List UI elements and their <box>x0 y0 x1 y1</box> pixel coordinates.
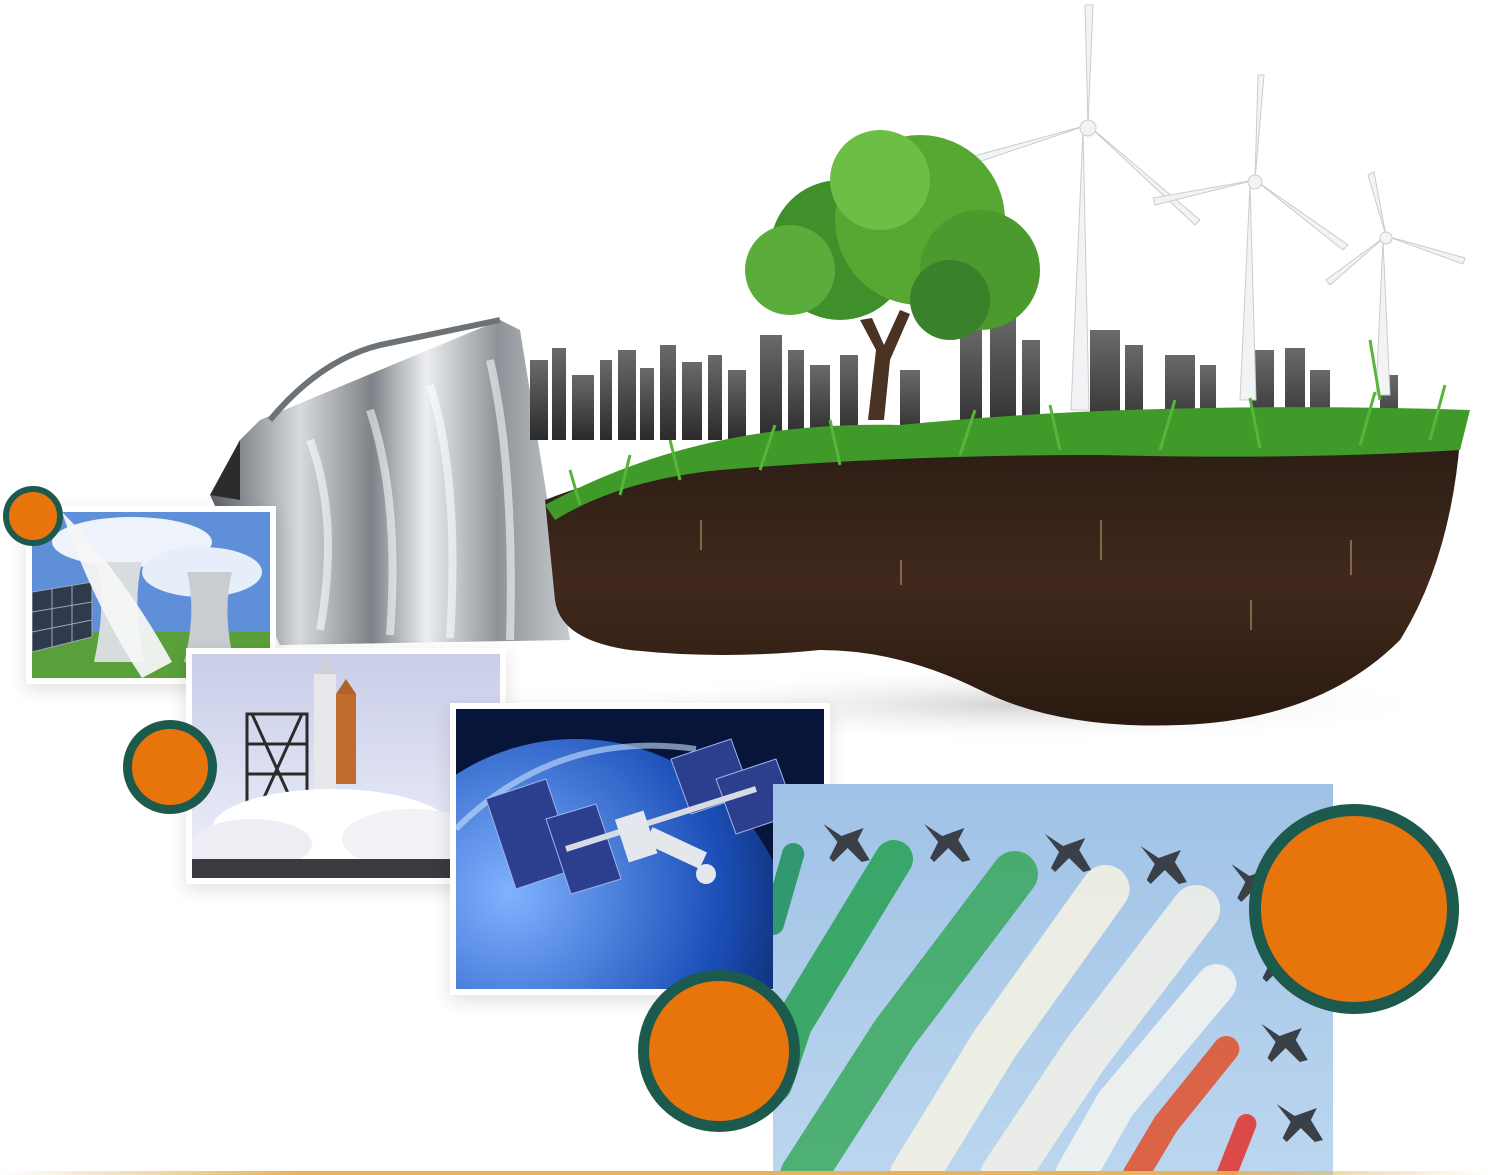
grass-icon <box>545 339 1470 520</box>
power-plant-photo <box>26 506 276 684</box>
satellite-icon <box>456 709 824 989</box>
bulb-base-icon <box>210 317 570 645</box>
orange-bubble-medium <box>123 720 217 814</box>
orange-bubble-small <box>3 486 63 546</box>
hero-illustration <box>200 0 1489 760</box>
orange-bubble-large-right <box>1249 804 1459 1014</box>
cooling-tower-icon <box>32 512 270 678</box>
rocket-icon <box>192 654 500 878</box>
shuttle-launch-photo <box>186 648 506 884</box>
tree-icon <box>745 130 1040 420</box>
airplane-icon <box>773 784 1333 1175</box>
bottom-divider <box>0 1171 1489 1175</box>
orange-bubble-large-bottom <box>638 970 800 1132</box>
hero-svg <box>210 4 1470 745</box>
city-skyline-icon <box>530 312 1398 440</box>
roots-icon <box>700 520 1352 630</box>
soil-icon <box>545 440 1460 726</box>
space-station-photo <box>450 703 830 995</box>
wind-turbine-icon <box>951 4 1466 411</box>
aerobatic-jets-photo <box>773 784 1333 1175</box>
